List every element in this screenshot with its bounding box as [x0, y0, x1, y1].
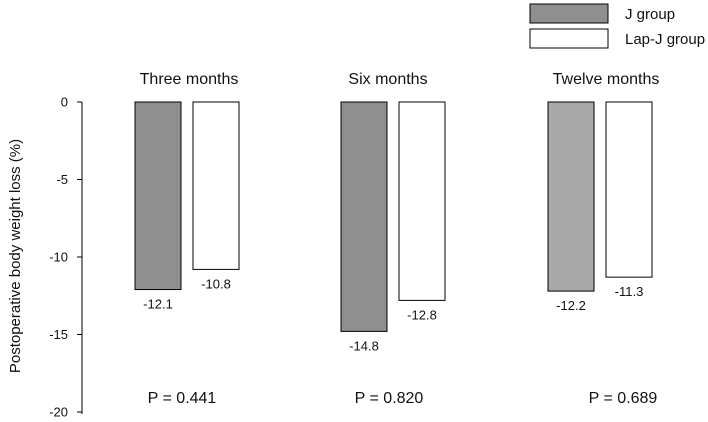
bar	[134, 101, 182, 291]
legend-swatch	[529, 3, 609, 24]
y-tick-label: -20	[49, 405, 68, 420]
p-value-annotation: P = 0.689	[589, 390, 658, 407]
y-tick-label: -5	[56, 172, 68, 187]
bar-value-label: -12.8	[407, 307, 437, 322]
bars	[134, 101, 653, 332]
bar	[192, 101, 240, 270]
legend-swatch	[529, 28, 609, 49]
p-value-annotation: P = 0.820	[355, 390, 424, 407]
category-label: Six months	[348, 71, 427, 88]
bar	[605, 101, 653, 278]
p-value-annotations: P = 0.441 P = 0.820 P = 0.689	[148, 390, 658, 407]
bar-value-label: -12.1	[143, 297, 173, 312]
category-label: Three months	[140, 71, 239, 88]
y-tick-label: 0	[61, 95, 68, 110]
y-tick-label: -15	[49, 327, 68, 342]
bar-value-label: -11.3	[615, 284, 644, 299]
y-axis-title: Postoperative body weight loss (%)	[7, 139, 24, 373]
legend-entry-label: Lap-J group	[625, 31, 705, 48]
legend-entry-label: J group	[625, 6, 675, 23]
category-labels: Three months Six months Twelve months	[140, 71, 660, 88]
y-tick-label: -10	[49, 250, 68, 265]
bar	[340, 101, 388, 332]
bar	[547, 101, 595, 292]
legend: J group Lap-J group	[529, 3, 705, 49]
category-label: Twelve months	[553, 71, 660, 88]
y-axis: 0 -5 -10 -15 -20	[49, 95, 83, 420]
bar-value-label: -10.8	[201, 276, 231, 291]
bar-value-labels: -12.1 -14.8 -12.2 -10.8 -12.8 -11.3	[143, 276, 643, 353]
bar-value-label: -14.8	[349, 338, 379, 353]
bar-value-label: -12.2	[556, 298, 586, 313]
bar	[398, 101, 446, 301]
p-value-annotation: P = 0.441	[148, 390, 217, 407]
